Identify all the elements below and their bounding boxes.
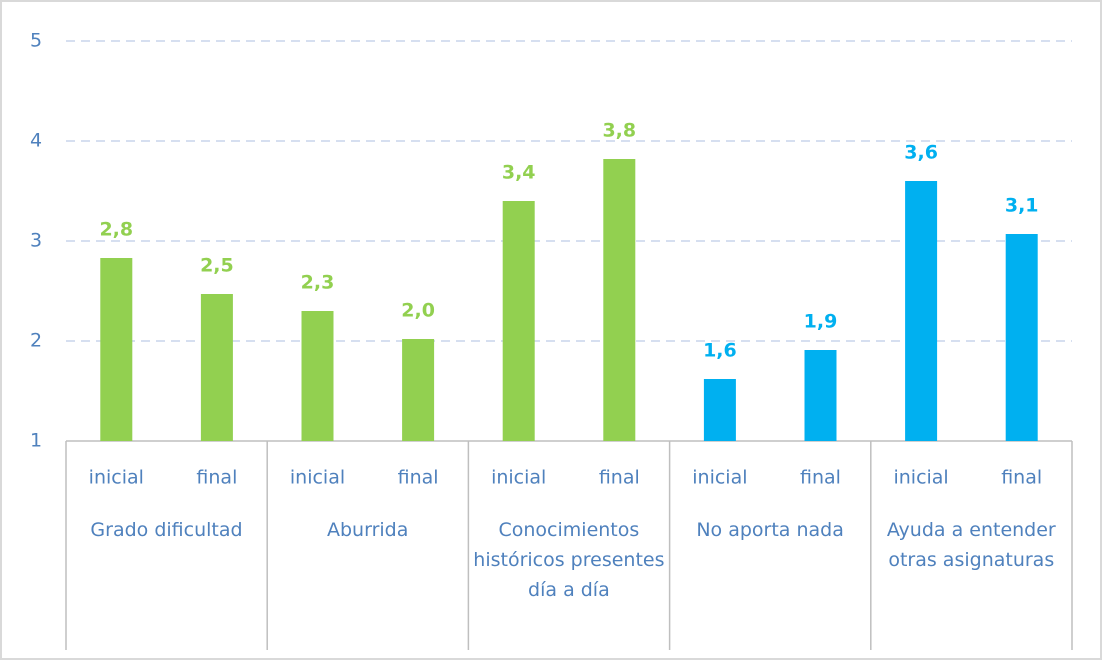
y-tick-label: 1 [30, 430, 42, 452]
x-tick-label: inicial [290, 467, 345, 489]
x-tick-label: inicial [491, 467, 546, 489]
y-tick-label: 2 [30, 330, 42, 352]
value-label: 2,5 [200, 255, 234, 277]
x-tick-label: final [599, 467, 640, 489]
y-tick-label: 5 [30, 30, 42, 52]
bar [703, 379, 736, 441]
value-label: 3,1 [1005, 195, 1039, 217]
group-label: Ayuda a entender otras asignaturas [886, 519, 1056, 571]
value-label: 3,6 [904, 142, 938, 164]
value-label: 2,8 [99, 219, 133, 241]
value-label: 1,9 [804, 311, 838, 333]
bar [100, 258, 133, 441]
group-label: Grado dificultad [90, 519, 243, 541]
y-tick-label: 3 [30, 230, 42, 252]
value-label: 2,0 [401, 300, 435, 322]
x-tick-label: final [196, 467, 237, 489]
bar [402, 339, 435, 441]
bar [200, 294, 233, 441]
value-label: 3,4 [502, 162, 536, 184]
bar [502, 201, 535, 441]
value-label: 2,3 [301, 272, 335, 294]
bar [1005, 234, 1038, 441]
x-tick-label: final [800, 467, 841, 489]
group-label: No aporta nada [696, 519, 844, 541]
value-label: 3,8 [602, 120, 636, 142]
value-label: 1,6 [703, 340, 737, 362]
x-tick-label: inicial [692, 467, 747, 489]
bar [804, 350, 837, 441]
group-label: Conocimientos históricos presentes día a… [473, 519, 665, 601]
x-tick-label: final [1001, 467, 1042, 489]
group-label: Aburrida [327, 519, 409, 541]
bar [301, 311, 334, 441]
bar [603, 159, 636, 441]
bar [905, 181, 938, 441]
x-tick-label: inicial [89, 467, 144, 489]
x-tick-label: final [398, 467, 439, 489]
x-tick-label: inicial [893, 467, 948, 489]
y-tick-label: 4 [30, 130, 42, 152]
